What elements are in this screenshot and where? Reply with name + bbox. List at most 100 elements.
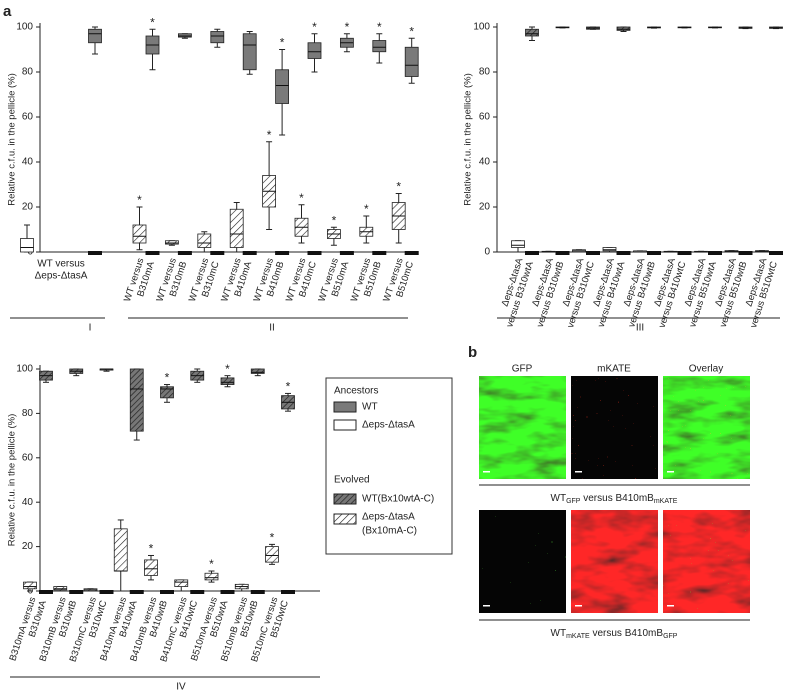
box bbox=[132, 224, 147, 244]
y-tick-label: 80 bbox=[22, 67, 34, 78]
panel-label: a bbox=[3, 3, 12, 20]
significance: * bbox=[377, 20, 382, 34]
box bbox=[53, 586, 68, 591]
box-chart: Relative c.f.u. in the pellicle (%)02040… bbox=[463, 22, 783, 334]
baseline-dash bbox=[99, 590, 114, 594]
panel-label: b bbox=[468, 344, 477, 361]
baseline-dash bbox=[190, 590, 205, 594]
group-label: IV bbox=[176, 682, 186, 691]
significance: * bbox=[165, 371, 170, 385]
image-dots bbox=[479, 510, 566, 613]
significance: * bbox=[267, 128, 272, 142]
box bbox=[220, 377, 235, 385]
baseline-dash bbox=[69, 590, 84, 594]
legend-swatch bbox=[333, 419, 357, 431]
box bbox=[250, 368, 265, 374]
baseline-dash bbox=[586, 251, 600, 255]
y-axis-label: Relative c.f.u. in the pellicle (%) bbox=[463, 73, 474, 206]
baseline-dash bbox=[616, 251, 631, 255]
box bbox=[372, 40, 387, 53]
box-chart: Relative c.f.u. in the pellicle (%)02040… bbox=[7, 362, 320, 691]
box bbox=[20, 238, 34, 253]
baseline-dash bbox=[708, 251, 722, 255]
significance: * bbox=[332, 213, 337, 227]
y-tick-label: 100 bbox=[16, 364, 33, 375]
baseline-dash bbox=[145, 251, 160, 255]
significance: * bbox=[209, 557, 214, 571]
baseline-dash bbox=[250, 590, 265, 594]
column-label: mKATE bbox=[597, 364, 631, 375]
significance: * bbox=[345, 20, 350, 34]
baseline-dash bbox=[372, 251, 387, 255]
box bbox=[275, 69, 290, 104]
baseline-dash bbox=[88, 251, 102, 255]
box bbox=[88, 28, 102, 44]
significance: * bbox=[280, 36, 285, 50]
y-tick-label: 0 bbox=[484, 247, 490, 258]
significance: * bbox=[137, 193, 142, 207]
baseline-dash bbox=[339, 251, 354, 255]
box bbox=[404, 46, 419, 77]
baseline-dash bbox=[738, 251, 753, 255]
group-label: III bbox=[636, 323, 644, 334]
scale-bars bbox=[483, 471, 674, 607]
significance: * bbox=[225, 362, 230, 376]
baseline-dash bbox=[210, 251, 225, 255]
baseline-dash bbox=[220, 590, 235, 594]
legend-label: WT bbox=[362, 402, 378, 413]
baseline-dash bbox=[160, 590, 174, 594]
group-label: II bbox=[269, 323, 275, 334]
column-label: GFP bbox=[512, 364, 533, 375]
box bbox=[307, 42, 322, 59]
baseline-dash bbox=[281, 590, 295, 594]
baseline-dash bbox=[769, 251, 783, 255]
box bbox=[160, 386, 174, 399]
significance: * bbox=[364, 202, 369, 216]
significance: * bbox=[270, 531, 275, 545]
micrographs: GFP mKATE Overlay WTGFP versus B410mBmKA… bbox=[479, 364, 750, 640]
significance: * bbox=[299, 191, 304, 205]
x-tick-label: Δeps-ΔtasA bbox=[35, 271, 88, 282]
baseline-dash bbox=[242, 251, 257, 255]
significance: * bbox=[312, 20, 317, 34]
box-chart: Relative c.f.u. in the pellicle (%)02040… bbox=[7, 15, 419, 334]
baseline-dash bbox=[129, 590, 144, 594]
y-tick-label: 80 bbox=[22, 408, 34, 419]
y-tick-label: 80 bbox=[479, 67, 491, 78]
image-dots bbox=[663, 376, 750, 479]
box bbox=[197, 233, 212, 248]
y-tick-label: 20 bbox=[22, 202, 34, 213]
box bbox=[113, 528, 128, 572]
significance: * bbox=[409, 24, 414, 38]
y-tick-label: 60 bbox=[479, 112, 491, 123]
box bbox=[177, 33, 192, 38]
caption: WTmKATE versus B410mBGFP bbox=[551, 628, 678, 640]
legend-swatch bbox=[333, 513, 357, 525]
legend-swatch bbox=[333, 493, 357, 505]
y-tick-label: 20 bbox=[22, 541, 34, 552]
baseline-dash bbox=[525, 251, 539, 255]
significance: * bbox=[150, 15, 155, 29]
baseline-dash bbox=[677, 251, 692, 255]
y-tick-label: 100 bbox=[473, 22, 490, 33]
baseline-dash bbox=[39, 590, 53, 594]
box bbox=[23, 581, 37, 590]
image-gfp bbox=[479, 376, 566, 479]
legend-heading: Evolved bbox=[334, 475, 370, 486]
y-tick-label: 20 bbox=[479, 202, 491, 213]
box bbox=[602, 247, 617, 252]
box bbox=[525, 28, 539, 37]
box bbox=[129, 368, 144, 432]
x-tick-label: WT versus bbox=[37, 259, 85, 270]
significance: * bbox=[286, 380, 291, 394]
box bbox=[144, 559, 158, 576]
y-tick-label: 60 bbox=[22, 452, 34, 463]
column-label: Overlay bbox=[689, 364, 723, 375]
box bbox=[204, 572, 219, 581]
legend-heading: Ancestors bbox=[334, 386, 378, 397]
box bbox=[511, 240, 525, 248]
box bbox=[164, 240, 179, 245]
legend-swatch bbox=[333, 401, 357, 413]
legend: Ancestors WT Δeps-ΔtasA Evolved WT(Bx10w… bbox=[325, 377, 453, 555]
